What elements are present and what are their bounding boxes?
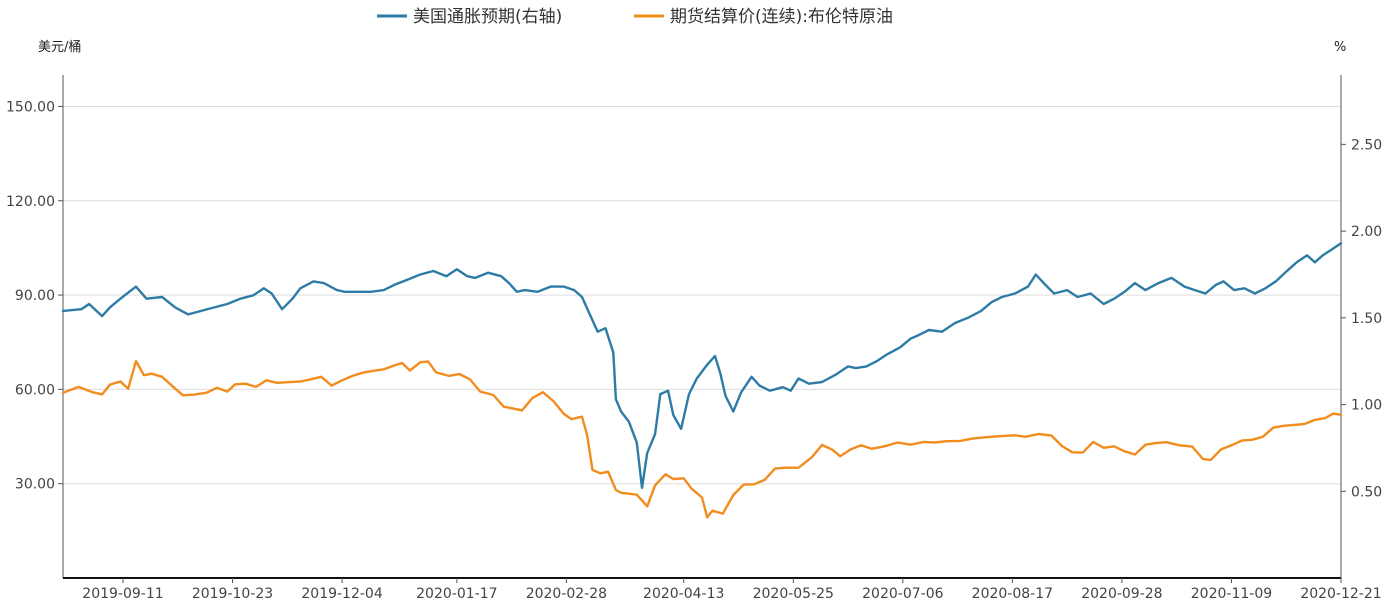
left-tick-label: 60.00 xyxy=(15,382,55,398)
left-axis-ticks: 30.00 60.00 90.00 120.00 150.00 xyxy=(6,99,63,493)
left-axis-unit-label: 美元/桶 xyxy=(38,40,81,55)
left-tick-label: 30.00 xyxy=(15,477,55,493)
x-tick-label: 2020-09-28 xyxy=(1081,586,1162,602)
right-tick-label: 1.00 xyxy=(1351,398,1382,414)
right-axis-unit-label: % xyxy=(1334,40,1346,55)
left-tick-label: 90.00 xyxy=(15,288,55,304)
x-tick-label: 2020-02-28 xyxy=(526,586,607,602)
x-tick-label: 2020-11-09 xyxy=(1191,586,1272,602)
x-tick-label: 2019-10-23 xyxy=(192,586,273,602)
series-line-brent xyxy=(61,359,1343,519)
x-tick-label: 2020-08-17 xyxy=(972,586,1053,602)
legend: 美国通胀预期(右轴) 期货结算价(连续):布伦特原油 xyxy=(377,7,893,27)
right-tick-label: 0.50 xyxy=(1351,484,1382,500)
axes xyxy=(62,75,1342,579)
left-tick-label: 120.00 xyxy=(6,194,55,210)
x-axis-ticks: 2019-09-11 2019-10-23 2019-12-04 2020-01-17… xyxy=(82,578,1382,602)
x-tick-label: 2020-12-21 xyxy=(1300,586,1381,602)
x-tick-label: 2019-12-04 xyxy=(301,586,382,602)
x-tick-label: 2020-05-25 xyxy=(753,586,834,602)
right-tick-label: 2.50 xyxy=(1351,137,1382,153)
gridlines xyxy=(63,105,1341,485)
x-tick-label: 2020-07-06 xyxy=(862,586,943,602)
legend-label-brent: 期货结算价(连续):布伦特原油 xyxy=(670,7,893,27)
right-axis-ticks: 0.50 1.00 1.50 2.00 2.50 xyxy=(1341,137,1382,500)
right-tick-label: 2.00 xyxy=(1351,224,1382,240)
legend-label-inflation: 美国通胀预期(右轴) xyxy=(413,7,562,27)
right-tick-label: 1.50 xyxy=(1351,311,1382,327)
x-tick-label: 2020-04-13 xyxy=(643,586,724,602)
left-tick-label: 150.00 xyxy=(6,99,55,115)
x-tick-label: 2020-01-17 xyxy=(416,586,497,602)
x-tick-label: 2019-09-11 xyxy=(82,586,163,602)
series-line-inflation xyxy=(61,242,1343,489)
series-layer xyxy=(61,242,1343,519)
